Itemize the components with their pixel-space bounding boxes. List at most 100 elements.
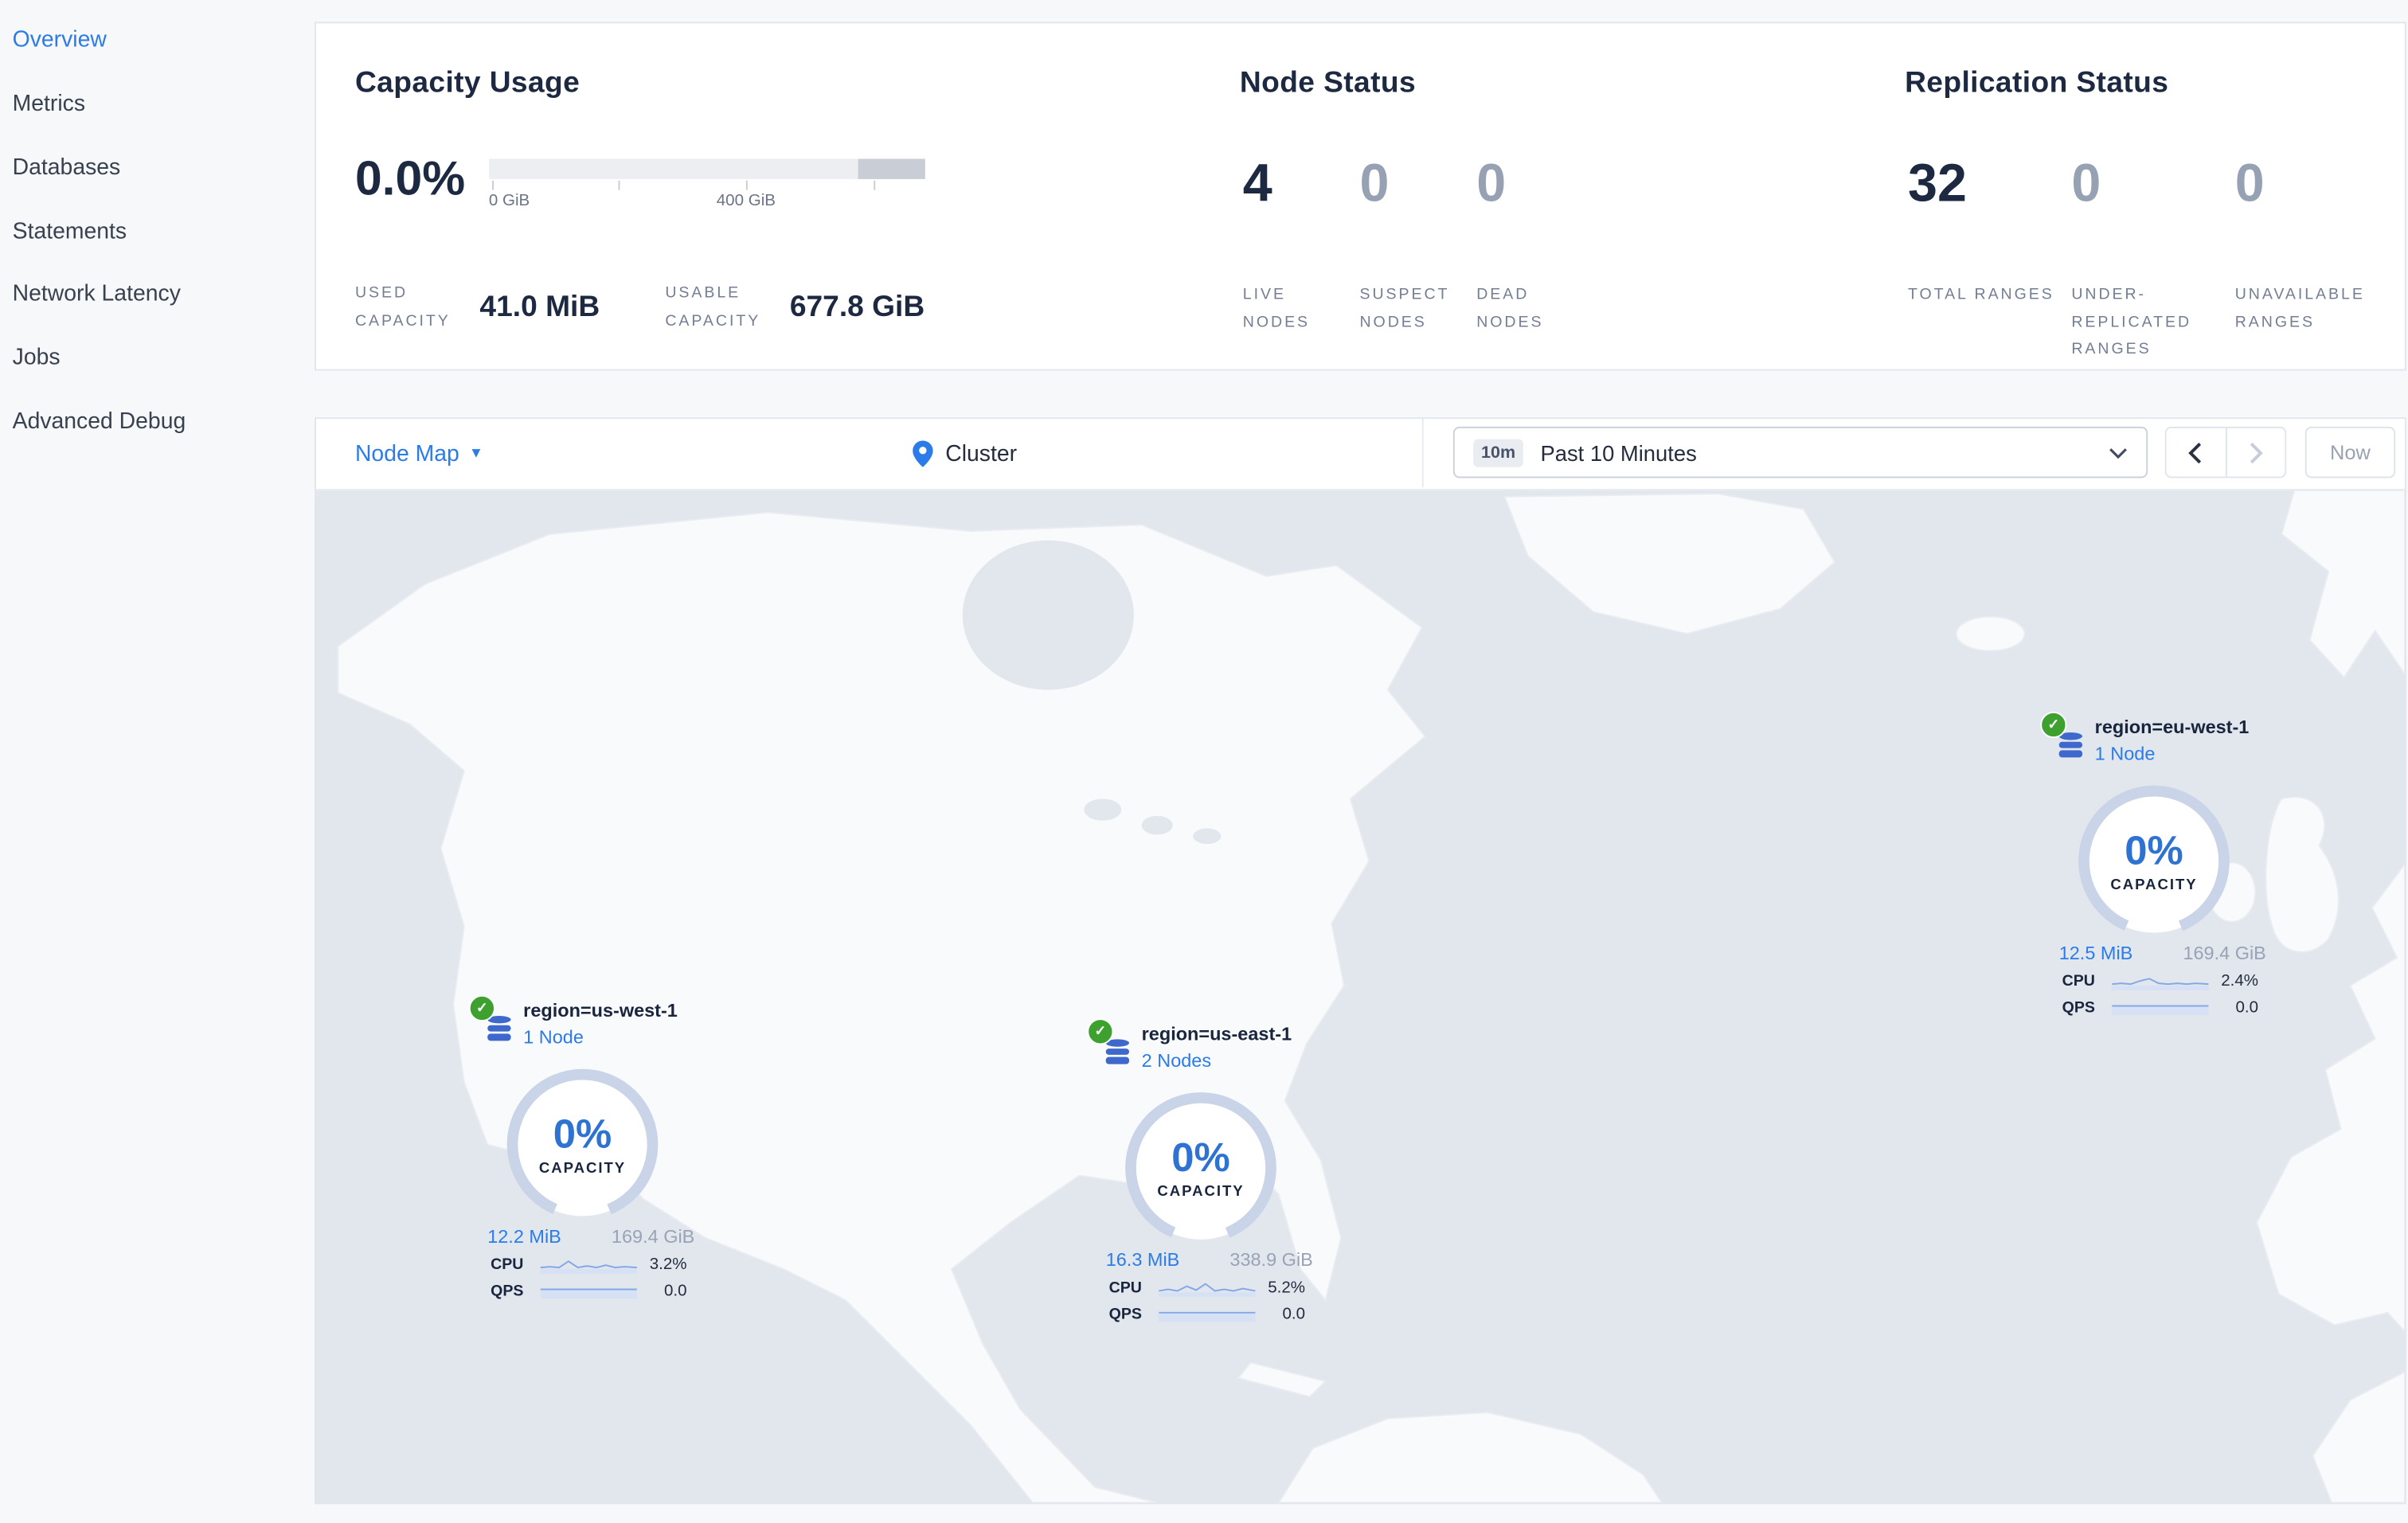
time-range-select[interactable]: 10m Past 10 Minutes	[1452, 426, 2148, 478]
region-marker-us-east-1[interactable]: ✓ region=us-east-1 2 Nodes	[1084, 1018, 1317, 1324]
region-name: region=eu-west-1	[2094, 716, 2250, 739]
capacity-gauge-percent: 0%	[1171, 1132, 1230, 1180]
qps-metric-row: QPS 0.0	[2037, 998, 2270, 1017]
healthy-check-icon: ✓	[1087, 1018, 1114, 1045]
total-ranges-label: TOTAL RANGES	[1907, 286, 2054, 304]
usable-capacity-stat: USABLE CAPACITY 677.8 GiB	[665, 280, 924, 334]
cpu-value: 5.2%	[1268, 1278, 1306, 1298]
view-selector-label: Node Map	[354, 441, 459, 467]
capacity-gauge: 0% CAPACITY	[2076, 783, 2232, 939]
cpu-sparkline	[540, 1260, 637, 1274]
capacity-usage-title: Capacity Usage	[354, 67, 580, 100]
region-total-capacity: 169.4 GiB	[611, 1225, 695, 1248]
chevron-left-icon	[2188, 442, 2202, 463]
suspect-nodes-label: SUSPECT NODES	[1359, 286, 1450, 331]
locality-breadcrumb[interactable]: Cluster	[913, 419, 1017, 489]
capacity-gauge-percent: 0%	[2125, 826, 2183, 873]
region-node-count-link[interactable]: 1 Node	[523, 1025, 584, 1049]
capacity-gauge-ring	[2078, 785, 2230, 937]
sidebar-item-network-latency[interactable]: Network Latency	[12, 282, 181, 308]
node-map: ✓ region=us-west-1 1 Node	[316, 490, 2405, 1503]
total-ranges-stat: 32 TOTAL RANGES	[1908, 158, 2056, 364]
capacity-values: 12.5 MiB 169.4 GiB	[2037, 942, 2270, 963]
time-next-button[interactable]	[2226, 428, 2285, 477]
cpu-sparkline	[2112, 978, 2209, 990]
cpu-label: CPU	[1108, 1279, 1142, 1297]
cpu-label: CPU	[2062, 972, 2095, 990]
qps-label: QPS	[2062, 998, 2095, 1017]
region-name: region=us-west-1	[523, 999, 678, 1022]
capacity-bar-axis: 0 GiB 400 GiB	[489, 179, 925, 213]
sidebar-item-databases[interactable]: Databases	[12, 154, 121, 181]
capacity-gauge-label: CAPACITY	[1157, 1182, 1245, 1201]
qps-value: 0.0	[663, 1281, 687, 1301]
time-range-badge: 10m	[1473, 438, 1523, 467]
usable-capacity-label: USABLE CAPACITY	[665, 284, 761, 330]
region-node-count-link[interactable]: 1 Node	[2094, 742, 2156, 765]
sidebar-item-statements[interactable]: Statements	[12, 218, 127, 244]
region-header: ✓ region=us-east-1 2 Nodes	[1084, 1018, 1317, 1090]
unavailable-ranges-value: 0	[2234, 154, 2265, 213]
tick-mark	[874, 180, 876, 190]
sidebar-item-jobs[interactable]: Jobs	[12, 346, 61, 371]
live-nodes-value: 4	[1242, 154, 1272, 213]
view-selector-dropdown[interactable]: Node Map ▾	[355, 419, 480, 489]
under-replicated-ranges-stat: 0 UNDER-REPLICATED RANGES	[2071, 158, 2219, 364]
qps-metric-row: QPS 0.0	[466, 1282, 699, 1300]
region-used-capacity: 12.2 MiB	[487, 1225, 561, 1248]
region-marker-us-west-1[interactable]: ✓ region=us-west-1 1 Node	[466, 994, 699, 1300]
region-header: ✓ region=us-west-1 1 Node	[466, 994, 699, 1067]
world-map-graphic	[337, 490, 2405, 1503]
cpu-value: 3.2%	[649, 1255, 687, 1274]
map-toolbar: Node Map ▾ Cluster 10m Past 10 Minutes	[316, 419, 2405, 491]
cpu-sparkline	[1159, 1283, 1256, 1298]
chevron-right-icon	[2250, 442, 2263, 463]
time-prev-button[interactable]	[2167, 428, 2226, 477]
region-node-count-link[interactable]: 2 Nodes	[1141, 1049, 1212, 1072]
tick-mark	[492, 180, 494, 190]
cpu-metric-row: CPU 3.2%	[466, 1255, 699, 1274]
database-icon	[2058, 732, 2083, 758]
live-nodes-label: LIVE NODES	[1242, 286, 1311, 331]
tick-mark	[745, 180, 748, 190]
cpu-metric-row: CPU 2.4%	[2037, 971, 2270, 990]
region-used-capacity: 16.3 MiB	[1105, 1248, 1180, 1271]
sidebar-item-metrics[interactable]: Metrics	[12, 92, 86, 117]
capacity-percent: 0.0%	[354, 150, 466, 206]
time-now-button[interactable]: Now	[2304, 426, 2396, 478]
used-capacity-value: 41.0 MiB	[479, 290, 600, 323]
qps-value: 0.0	[2235, 998, 2259, 1017]
sidebar-item-overview[interactable]: Overview	[12, 28, 107, 53]
location-pin-icon	[913, 440, 933, 467]
cpu-metric-row: CPU 5.2%	[1084, 1278, 1317, 1298]
replication-status-section: Replication Status 32 TOTAL RANGES 0 UND…	[1905, 67, 2403, 358]
replication-status-title: Replication Status	[1905, 67, 2169, 100]
usable-capacity-value: 677.8 GiB	[789, 290, 925, 323]
qps-sparkline	[1159, 1311, 1256, 1322]
qps-value: 0.0	[1282, 1305, 1306, 1324]
locality-breadcrumb-label: Cluster	[945, 441, 1018, 467]
capacity-values: 16.3 MiB 338.9 GiB	[1084, 1249, 1317, 1271]
capacity-gauge-percent: 0%	[553, 1109, 612, 1157]
qps-label: QPS	[491, 1282, 524, 1300]
time-range-label: Past 10 Minutes	[1540, 439, 1697, 465]
capacity-gauge-label: CAPACITY	[2110, 876, 2198, 893]
capacity-values: 12.2 MiB 169.4 GiB	[466, 1225, 699, 1247]
used-capacity-stat: USED CAPACITY 41.0 MiB	[355, 280, 600, 334]
sidebar-item-advanced-debug[interactable]: Advanced Debug	[12, 409, 186, 435]
qps-metric-row: QPS 0.0	[1084, 1305, 1317, 1323]
healthy-check-icon: ✓	[2040, 711, 2067, 739]
node-status-title: Node Status	[1239, 67, 1417, 100]
region-marker-eu-west-1[interactable]: ✓ region=eu-west-1 1 Node	[2037, 711, 2270, 1017]
node-map-panel: Node Map ▾ Cluster 10m Past 10 Minutes	[315, 417, 2406, 1505]
under-replicated-ranges-value: 0	[2071, 154, 2101, 213]
capacity-gauge: 0% CAPACITY	[1123, 1090, 1279, 1246]
tick-label-400: 400 GiB	[716, 191, 776, 211]
tick-label-zero: 0 GiB	[488, 191, 530, 211]
region-header: ✓ region=eu-west-1 1 Node	[2037, 711, 2270, 783]
cluster-summary-panel: Capacity Usage 0.0% 0 GiB 400 GiB	[315, 21, 2406, 371]
node-status-section: Node Status 4 LIVE NODES 0 SUSPECT NODES…	[1240, 67, 1645, 347]
capacity-gauge-ring	[506, 1068, 659, 1220]
capacity-usage-section: Capacity Usage 0.0% 0 GiB 400 GiB	[355, 67, 1227, 347]
